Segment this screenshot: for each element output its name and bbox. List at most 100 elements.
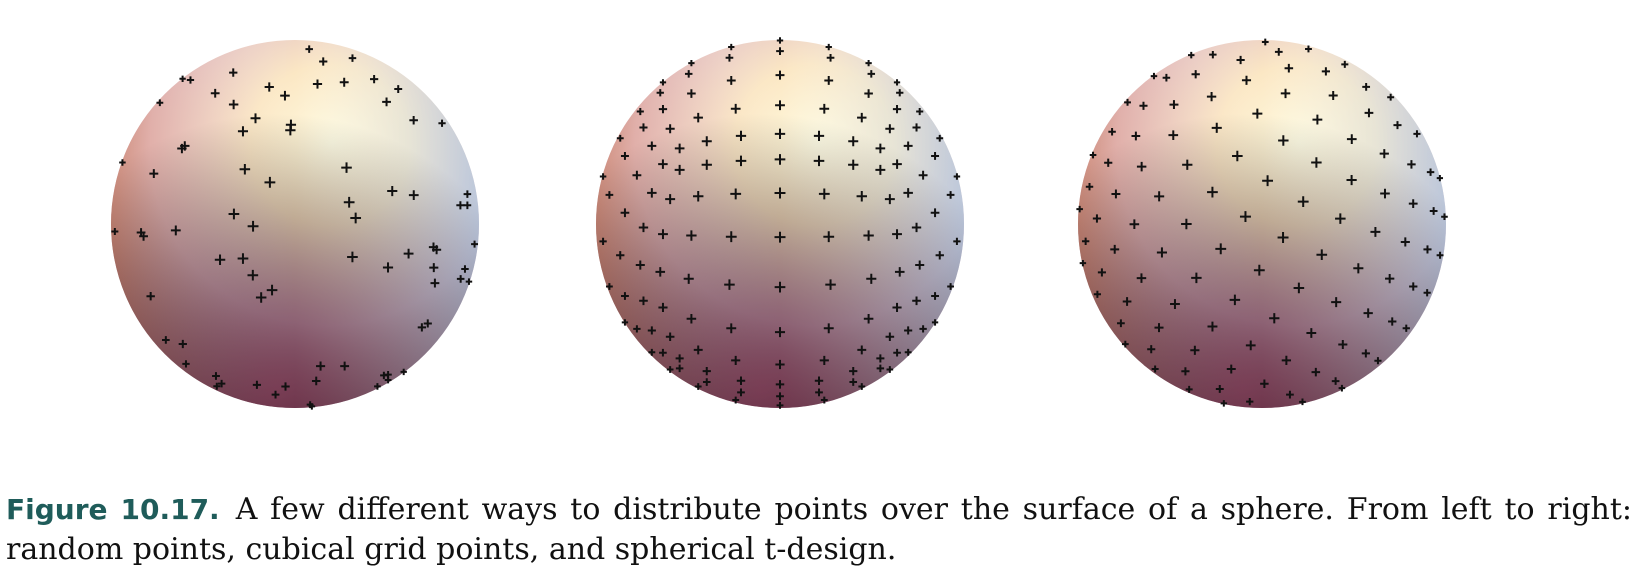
sample-point [735, 130, 747, 142]
sample-point [1253, 264, 1265, 276]
sample-point [471, 240, 479, 248]
sample-point [1436, 174, 1444, 182]
sample-point [620, 208, 630, 218]
sample-point [655, 267, 666, 277]
sample-point [409, 115, 418, 125]
sample-point [815, 388, 823, 397]
sample-point [826, 53, 835, 62]
sample-point [1402, 324, 1410, 332]
sample-point [867, 70, 876, 78]
sample-point [694, 383, 702, 390]
sample-point [281, 382, 290, 391]
sample-point [1331, 377, 1340, 385]
sample-point [348, 54, 357, 62]
sample-point [919, 325, 927, 333]
sample-point [237, 253, 249, 264]
sample-point [930, 208, 940, 218]
sample-point [946, 191, 955, 199]
sample-point [1252, 108, 1263, 119]
figure-spheres [111, 37, 1448, 410]
sample-point [635, 260, 645, 270]
sample-point [1185, 385, 1193, 393]
sample-point [776, 37, 784, 44]
sample-point [820, 396, 828, 404]
sample-point [818, 188, 830, 200]
sample-point [1441, 213, 1448, 221]
sample-point [339, 77, 349, 87]
sample-point [1188, 51, 1195, 59]
sample-point [136, 228, 146, 237]
sample-point [876, 364, 885, 373]
sample-point [438, 119, 446, 127]
sample-point [1081, 237, 1090, 245]
sample-point [1124, 98, 1131, 106]
sample-point [461, 265, 469, 273]
sample-point [848, 136, 859, 147]
sample-point [432, 245, 442, 255]
sample-point [178, 339, 187, 349]
sample-point [1280, 88, 1291, 99]
sample-point [665, 332, 675, 342]
sample-point [1338, 384, 1346, 392]
sample-point [382, 97, 391, 107]
sample-point [465, 278, 473, 285]
sample-point [823, 231, 835, 243]
sample-point [1293, 282, 1305, 294]
sample-point [463, 201, 472, 210]
sample-point [179, 75, 186, 82]
sample-point [675, 354, 684, 363]
sample-point [156, 99, 164, 107]
sample-point [1385, 274, 1395, 284]
sample-point [374, 383, 381, 390]
sample-point [892, 104, 902, 114]
sample-point [599, 237, 607, 245]
sample-point [1338, 339, 1348, 350]
sample-point [1151, 365, 1159, 373]
sample-point [849, 367, 858, 376]
sample-point [1284, 63, 1294, 73]
sample-point [1305, 45, 1312, 53]
sample-point [1215, 385, 1224, 393]
sample-point [726, 76, 736, 85]
sample-point [725, 53, 734, 62]
sample-point [214, 254, 226, 265]
sample-point [935, 251, 944, 260]
sample-point [347, 251, 358, 263]
sample-point [1085, 182, 1094, 191]
sample-point [1182, 159, 1193, 170]
sample-point [894, 267, 905, 277]
sample-point [162, 336, 170, 344]
sample-point [1229, 294, 1241, 306]
sample-point [701, 159, 712, 170]
sample-point [659, 348, 667, 357]
sample-point [1079, 259, 1087, 267]
sample-point [858, 383, 866, 390]
sample-point [687, 89, 696, 98]
sample-point [776, 401, 784, 409]
sphere-shade [596, 40, 964, 408]
sample-point [686, 230, 697, 241]
sample-point [819, 103, 830, 114]
sample-point [1089, 151, 1097, 159]
sample-point [380, 371, 388, 380]
sample-point [146, 292, 155, 301]
sample-point [1246, 398, 1254, 406]
sphere-shade [1078, 40, 1446, 408]
sample-point [632, 170, 642, 180]
sample-point [228, 99, 239, 110]
sample-point [1093, 290, 1101, 298]
sample-point [814, 376, 824, 385]
sample-point [848, 159, 859, 170]
sample-point [824, 76, 834, 85]
sample-point [774, 128, 786, 140]
sample-point [1413, 130, 1421, 138]
sample-point [229, 68, 238, 77]
sample-point [702, 367, 711, 376]
sample-point [648, 348, 656, 356]
sample-point [1262, 175, 1274, 187]
sample-point [776, 392, 784, 401]
sample-point [1136, 273, 1147, 283]
sample-point [684, 70, 693, 78]
sample-point [180, 141, 190, 151]
sample-point [1361, 349, 1370, 358]
